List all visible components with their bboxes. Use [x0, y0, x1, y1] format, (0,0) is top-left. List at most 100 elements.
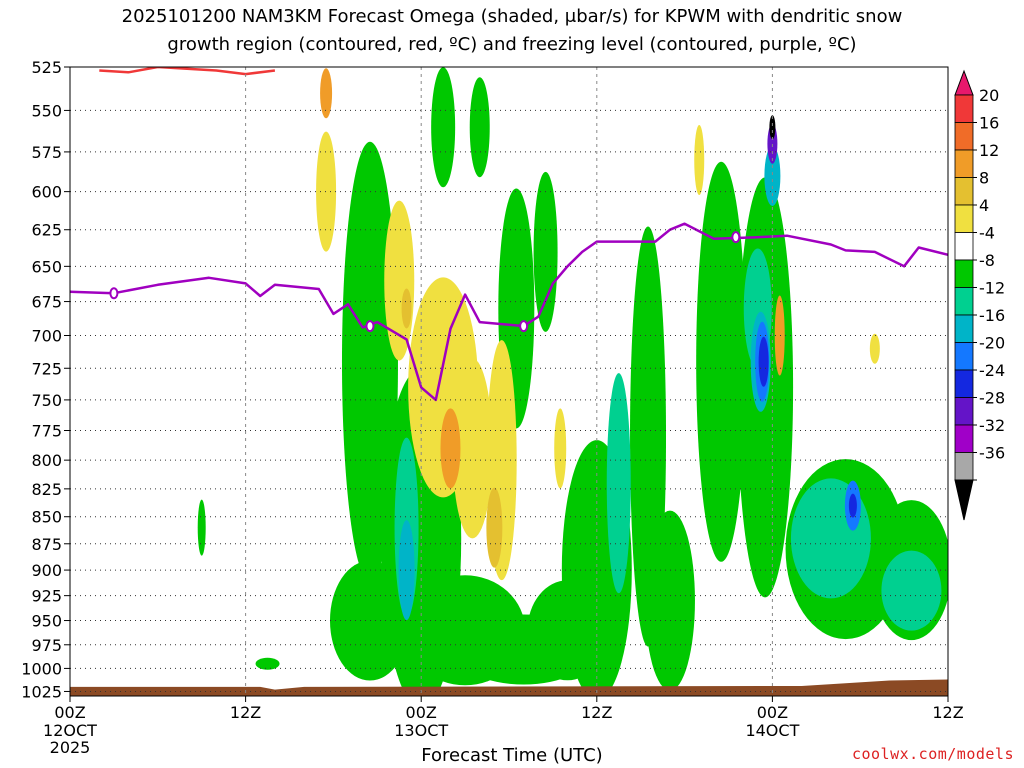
y-axis: 525 550 575 600 625 650 675 700 725 750 775 800 825 8…: [21, 58, 70, 701]
freezing-level-label-marker: [731, 231, 741, 244]
omega-shading: [197, 67, 948, 696]
colorbar-label: -8: [979, 251, 995, 270]
omega-region: [469, 77, 490, 178]
colorbar-label: -16: [979, 306, 1005, 325]
colorbar-swatch: [954, 232, 974, 261]
colorbar-label: -28: [979, 389, 1005, 408]
x-tick-label: 12Z: [932, 703, 963, 722]
y-tick-label: 850: [31, 508, 62, 527]
y-tick-label: 950: [31, 612, 62, 631]
omega-region: [769, 115, 776, 140]
colorbar-label: 16: [979, 114, 999, 133]
omega-region: [320, 68, 333, 119]
y-tick-label: 1025: [21, 682, 62, 701]
omega-region: [881, 550, 942, 631]
omega-region: [431, 67, 456, 188]
colorbar-swatch: [954, 177, 974, 206]
colorbar-swatch: [954, 204, 974, 233]
freezing-level-contour: [70, 222, 948, 402]
x-tick-year-label: 2025: [50, 738, 91, 757]
omega-region: [764, 145, 781, 206]
colorbar-swatch: [954, 314, 974, 343]
y-tick-label: 825: [31, 480, 62, 499]
dgz-contour-line: [99, 67, 276, 76]
y-tick-label: 775: [31, 422, 62, 441]
colorbar-label: -12: [979, 279, 1005, 298]
y-tick-label: 1000: [21, 659, 62, 678]
colorbar-label: 8: [979, 169, 989, 188]
credit-text[interactable]: coolwx.com/models: [851, 745, 1014, 763]
colorbar-swatch: [954, 397, 974, 426]
omega-region: [533, 171, 558, 332]
freezing-level-label-marker: [109, 287, 119, 300]
colorbar-label: 12: [979, 141, 999, 160]
omega-region: [848, 493, 857, 518]
omega-region: [452, 358, 493, 539]
colorbar-top-arrow: [954, 69, 974, 96]
omega-region: [486, 487, 503, 568]
colorbar: 20 16 12 8 4 -4 -8 -12 -16 -20 -24 -28 -32 -36: [954, 69, 1005, 521]
omega-region: [694, 124, 705, 195]
colorbar-bottom-arrow: [954, 479, 974, 521]
colorbar-label: -24: [979, 361, 1005, 380]
plot-frame: [69, 66, 949, 697]
y-tick-label: 975: [31, 636, 62, 655]
colorbar-swatch: [954, 424, 974, 453]
omega-region: [316, 131, 337, 252]
x-tick-label: 00Z: [406, 703, 437, 722]
colorbar-label: 20: [979, 86, 999, 105]
omega-region: [440, 408, 461, 489]
chart-title-line-2: growth region (contoured, red, ºC) and f…: [167, 34, 857, 55]
omega-region: [401, 288, 412, 329]
freezing-level-label-marker: [365, 320, 375, 333]
y-tick-label: 650: [31, 257, 62, 276]
colorbar-swatch: [954, 259, 974, 288]
x-tick-label: 00Z: [54, 703, 85, 722]
omega-region: [398, 520, 415, 621]
colorbar-swatch: [954, 149, 974, 178]
colorbar-swatch: [954, 94, 974, 123]
colorbar-label: 4: [979, 196, 989, 215]
omega-region: [869, 333, 880, 364]
y-tick-label: 675: [31, 293, 62, 312]
y-tick-label: 525: [31, 58, 62, 77]
x-axis-label: Forecast Time (UTC): [421, 745, 603, 766]
y-tick-label: 700: [31, 327, 62, 346]
omega-region: [255, 657, 280, 670]
colorbar-swatch: [954, 287, 974, 316]
y-tick-label: 925: [31, 587, 62, 606]
y-tick-label: 550: [31, 101, 62, 120]
ground-below-surface: [70, 679, 948, 696]
colorbar-label: -32: [979, 416, 1005, 435]
colorbar-label: -36: [979, 444, 1005, 463]
colorbar-label: -4: [979, 224, 995, 243]
y-tick-label: 875: [31, 535, 62, 554]
x-tick-date-label: 14OCT: [745, 721, 799, 740]
x-tick-label: 12Z: [581, 703, 612, 722]
omega-region: [384, 200, 415, 361]
x-tick-date-label: 12OCT: [43, 721, 97, 740]
x-tick-date-label: 13OCT: [394, 721, 448, 740]
omega-region: [554, 408, 567, 489]
freezing-level-label-marker: [519, 320, 529, 333]
omega-region: [758, 336, 769, 387]
colorbar-swatch: [954, 342, 974, 371]
x-tick-label: 00Z: [757, 703, 788, 722]
colorbar-swatch: [954, 369, 974, 398]
omega-region: [644, 510, 695, 691]
chart-title-line-1: 2025101200 NAM3KM Forecast Omega (shaded…: [121, 6, 903, 27]
colorbar-label: -20: [979, 334, 1005, 353]
omega-region: [774, 295, 785, 376]
colorbar-swatch: [954, 122, 974, 151]
y-tick-label: 750: [31, 391, 62, 410]
y-tick-label: 625: [31, 221, 62, 240]
omega-region: [197, 499, 206, 556]
y-tick-label: 725: [31, 359, 62, 378]
plot-area: [70, 67, 948, 696]
x-tick-label: 12Z: [230, 703, 261, 722]
omega-region: [606, 373, 631, 594]
y-tick-label: 575: [31, 143, 62, 162]
y-tick-label: 800: [31, 451, 62, 470]
